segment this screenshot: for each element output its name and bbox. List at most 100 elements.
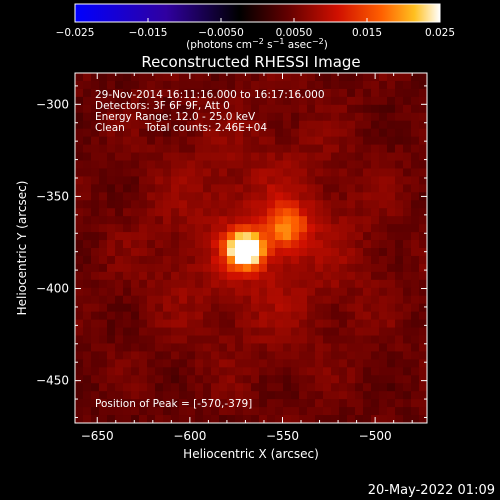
heatmap-cell [171,415,180,423]
heatmap-cell [403,232,412,241]
heatmap-cell [171,128,180,138]
heatmap-cell [195,176,204,185]
heatmap-cell [123,287,132,297]
heatmap-cell [219,88,228,98]
heatmap-cell [139,399,148,408]
heatmap-cell [163,184,172,193]
heatmap-cell [355,160,364,170]
heatmap-cell [363,144,372,154]
heatmap-cell [339,407,348,416]
heatmap-cell [219,271,228,281]
heatmap-cell [91,303,100,313]
heatmap-cell [411,176,420,185]
heatmap-cell [75,136,84,146]
heatmap-cell [411,184,420,193]
heatmap-cell [331,224,340,233]
heatmap-cell [331,160,340,170]
heatmap-cell [283,383,292,392]
heatmap-cell [211,255,220,265]
heatmap-cell [147,399,156,408]
heatmap-cell [251,128,260,138]
heatmap-cell [91,208,100,217]
heatmap-cell [187,248,196,257]
heatmap-cell [363,192,372,201]
heatmap-cell [347,407,356,416]
heatmap-cell [347,295,356,305]
heatmap-cell [331,255,340,265]
heatmap-cell [243,136,252,146]
heatmap-cell [83,232,92,241]
heatmap-cell [331,375,340,384]
heatmap-cell [131,399,140,408]
heatmap-cell [355,311,364,321]
heatmap-cell [235,399,244,408]
heatmap-cell [299,399,308,408]
heatmap-cell [355,104,364,114]
heatmap-cell [259,224,268,233]
heatmap-cell [395,248,404,257]
heatmap-cell [315,287,324,297]
heatmap-cell [355,407,364,416]
heatmap-cell [75,279,84,289]
heatmap-cell [235,80,244,90]
heatmap-cell [387,176,396,185]
heatmap-cell [123,407,132,416]
heatmap-cell [275,128,284,138]
heatmap-cell [243,152,252,162]
heatmap-cell [403,168,412,178]
heatmap-cell [115,160,124,170]
heatmap-cell [291,232,300,241]
heatmap-cell [403,287,412,297]
heatmap-cell [107,128,116,138]
heatmap-cell [171,303,180,313]
heatmap-cell [195,271,204,281]
heatmap-cell [203,351,212,360]
heatmap-cell [131,303,140,313]
heatmap-cell [163,224,172,233]
heatmap-cell [187,367,196,376]
heatmap-cell [155,303,164,313]
heatmap-cell [147,232,156,241]
heatmap-cell [163,415,172,423]
heatmap-cell [355,112,364,122]
heatmap-cell [195,232,204,241]
heatmap-cell [139,351,148,360]
heatmap-cell [315,144,324,154]
heatmap-cell [307,303,316,313]
heatmap-cell [371,200,380,209]
heatmap-cell [107,96,116,106]
heatmap-cell [419,311,427,321]
heatmap-cell [299,391,308,400]
heatmap-cell [251,303,260,313]
heatmap-cell [75,128,84,138]
heatmap-cell [187,216,196,225]
heatmap-cell [267,279,276,289]
heatmap-cell [131,367,140,376]
heatmap-cell [339,391,348,400]
heatmap-cell [75,232,84,241]
heatmap-cell [187,232,196,241]
heatmap-cell [147,415,156,423]
heatmap-cell [291,144,300,154]
heatmap-cell [195,399,204,408]
heatmap-cell [395,80,404,90]
heatmap-cell [227,391,236,400]
heatmap-cell [419,152,427,162]
heatmap-cell [235,319,244,329]
heatmap-cell [387,168,396,178]
heatmap-cell [323,327,332,337]
heatmap-cell [155,176,164,185]
heatmap-cell [195,248,204,257]
heatmap-cell [299,88,308,98]
heatmap-cell [139,96,148,106]
heatmap-cell [347,128,356,138]
heatmap-cell [259,263,268,273]
heatmap-cell [227,303,236,313]
y-tick-label: −300 [36,97,69,111]
heatmap-cell [155,224,164,233]
heatmap-cell [387,120,396,130]
heatmap-cell [235,255,244,265]
heatmap-cell [267,383,276,392]
heatmap-cell [283,208,292,217]
heatmap-cell [83,128,92,138]
